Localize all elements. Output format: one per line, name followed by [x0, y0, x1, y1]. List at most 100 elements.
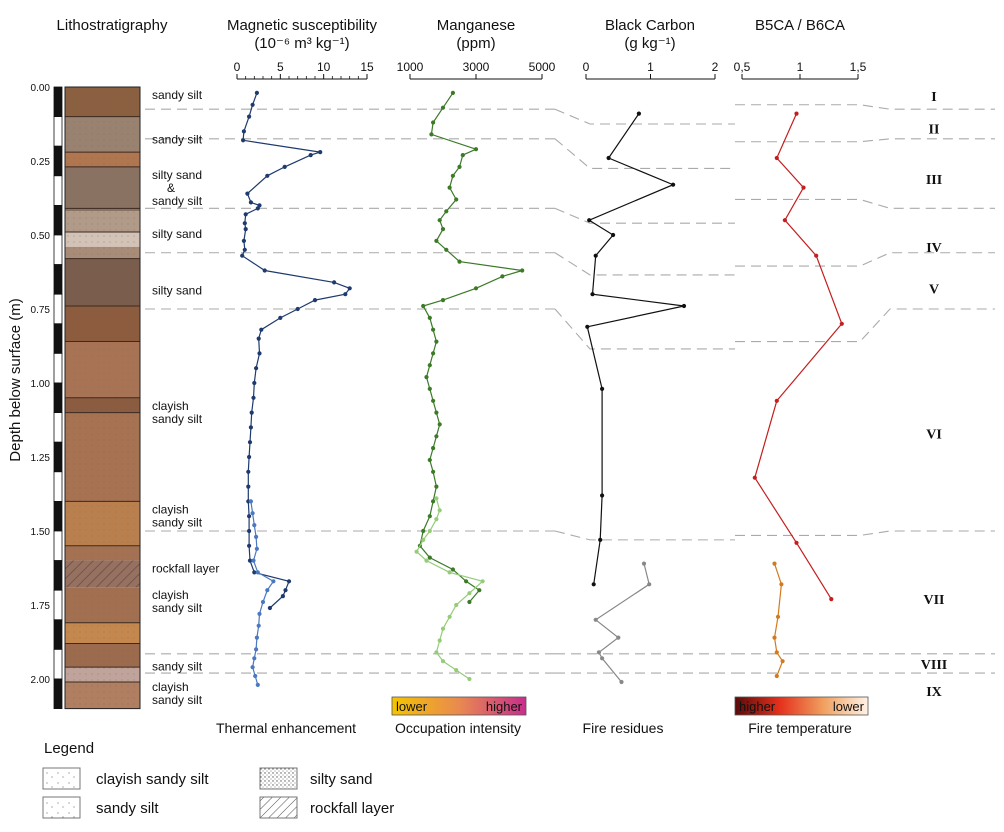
data-point [427, 555, 432, 560]
scale-bar-segment [53, 471, 63, 502]
gradient-label-left: lower [396, 699, 428, 714]
scale-bar-segment [53, 441, 63, 473]
depth-tick-label: 1.25 [31, 453, 51, 464]
data-point [434, 339, 439, 344]
lithology-log [64, 86, 141, 710]
data-point [256, 623, 261, 628]
lithology-label: sandy silt [152, 515, 203, 529]
unit-boundaries [145, 104, 995, 674]
legend-swatch-rockfall-layer [259, 796, 298, 819]
scale-bar-segment [53, 589, 63, 621]
data-point [444, 247, 449, 252]
data-point [252, 380, 257, 386]
data-point [246, 469, 251, 474]
data-point [286, 579, 292, 584]
data-point [774, 398, 779, 403]
data-point [440, 659, 446, 664]
data-point [473, 147, 479, 152]
x-tick-label: 5000 [529, 60, 556, 74]
data-point [434, 238, 439, 243]
lithology-label: sandy silt [152, 601, 203, 615]
data-point [245, 191, 250, 196]
scale-bar-segment [53, 264, 63, 295]
lithology-label: clayish [152, 502, 189, 516]
data-point [600, 386, 605, 391]
data-point [774, 673, 779, 679]
panel-title: (10⁻⁶ m³ kg⁻¹) [254, 35, 349, 52]
scale-bar-segment [53, 500, 63, 532]
data-point [450, 90, 455, 95]
legend-label-clayish-sandy-silt: clayish sandy silt [96, 771, 209, 788]
x-tick-label: 0,5 [734, 60, 751, 74]
data-point [260, 599, 266, 605]
lithology-label: silty sand [152, 168, 202, 182]
data-point [598, 537, 603, 543]
scale-bar-segment [53, 86, 63, 118]
data-point [255, 206, 260, 211]
data-point [444, 209, 449, 214]
unit-label: II [929, 122, 940, 137]
data-point [247, 528, 252, 534]
legend: Legend clayish sandy silt sandy silt sil… [42, 740, 394, 819]
scale-bar-segment [53, 293, 63, 325]
data-point [431, 351, 436, 356]
legend-label-silty-sand: silty sand [310, 771, 373, 788]
data-point [606, 155, 611, 161]
x-tick-label: 0 [583, 60, 590, 74]
data-point [596, 650, 602, 655]
series-line [241, 92, 351, 609]
data-point [591, 582, 596, 587]
data-point [332, 280, 337, 285]
depth-axis: 0.00 0.25 0.50 0.75 1.00 1.25 1.50 1.75 2.00 [31, 83, 63, 710]
data-point [431, 120, 436, 125]
log-layer-texture [65, 152, 140, 167]
unit-label: IV [926, 241, 942, 256]
log-layer-texture [65, 587, 140, 623]
panel-title: B5CA / B6CA [755, 17, 845, 34]
unit-boundary-bc [554, 108, 735, 125]
unit-label: I [931, 90, 936, 105]
lithology-label: silty sand [152, 283, 202, 297]
data-point [779, 582, 784, 587]
unit-boundary-right [735, 530, 995, 536]
data-point [254, 635, 259, 640]
panel-footer: Thermal enhancement [216, 720, 356, 736]
data-point [252, 523, 257, 528]
log-layer-texture [65, 341, 140, 398]
data-point [473, 286, 479, 291]
data-point [619, 679, 624, 685]
x-tick-label: 1 [797, 60, 804, 74]
unit-label: VII [923, 593, 944, 608]
panel-blackcarbon: Black Carbon(g kg⁻¹) 0 1 2 Fire residues [583, 17, 719, 736]
data-point [265, 173, 270, 178]
data-point [247, 543, 252, 548]
series-line [419, 92, 523, 603]
data-point [782, 218, 788, 223]
data-point [248, 499, 253, 504]
lithology-label: clayish [152, 399, 189, 413]
data-point [616, 635, 621, 640]
scale-bar-segment [53, 560, 63, 591]
panel-title: Magnetic susceptibility [227, 17, 378, 34]
data-point [434, 410, 439, 415]
data-point [241, 129, 246, 134]
data-point [254, 546, 259, 551]
data-point [424, 375, 429, 380]
log-layer-texture [65, 166, 140, 212]
data-point [431, 327, 436, 332]
data-point [295, 306, 300, 312]
data-point [427, 457, 432, 463]
data-point [814, 253, 819, 258]
data-point [278, 315, 283, 320]
unit-label: VIII [921, 658, 947, 673]
data-point [454, 602, 459, 608]
data-point [801, 185, 806, 190]
depth-tick-label: 2.00 [31, 675, 51, 686]
data-point [440, 298, 446, 303]
gradient-label-right: higher [486, 699, 523, 714]
data-point [440, 227, 446, 232]
x-tick-label: 1000 [397, 60, 424, 74]
log-layer-texture [65, 246, 140, 259]
data-point [252, 570, 257, 575]
